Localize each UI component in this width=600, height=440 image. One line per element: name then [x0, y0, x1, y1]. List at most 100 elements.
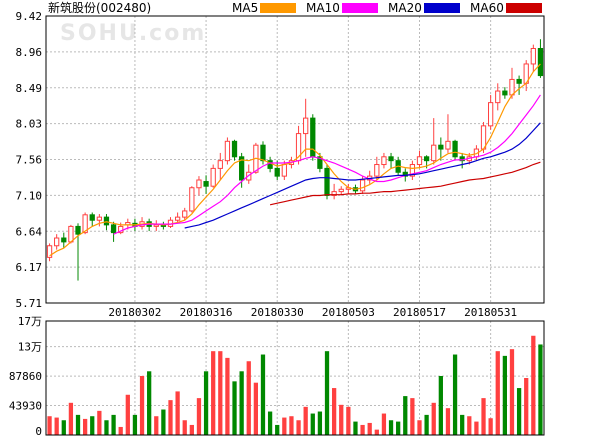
candle-body	[374, 164, 380, 177]
date-tick-label: 20180316	[180, 306, 233, 319]
volume-bar	[139, 375, 145, 435]
volume-bar	[445, 408, 451, 435]
volume-bar	[324, 351, 330, 435]
candle-body	[388, 156, 394, 162]
candle-body	[182, 210, 188, 218]
volume-bar	[310, 413, 315, 435]
legend-swatch-ma10	[342, 3, 378, 13]
legend-swatch-ma60	[506, 3, 542, 13]
volume-bar	[410, 398, 415, 435]
volume-bar	[374, 429, 379, 435]
date-tick-label: 20180330	[251, 306, 304, 319]
candle-body	[381, 156, 387, 166]
volume-bar	[296, 420, 301, 435]
volume-bar	[524, 378, 529, 435]
candle-body	[402, 171, 408, 177]
volume-bar	[218, 351, 223, 435]
volume-bar	[125, 394, 130, 435]
candle-body	[217, 160, 223, 169]
volume-tick-label: 13万	[18, 341, 42, 354]
volume-bar	[275, 424, 280, 435]
volume-bars	[47, 335, 543, 435]
candle-body	[231, 140, 238, 158]
volume-tick-label: 0	[35, 425, 42, 438]
date-tick-label: 20180517	[393, 306, 446, 319]
volume-bar	[47, 416, 52, 435]
candle-body	[82, 214, 88, 234]
candle-body	[46, 245, 53, 258]
candle-body	[359, 179, 366, 192]
volume-bar	[61, 420, 66, 435]
ma-line-ma20	[184, 122, 541, 229]
price-panel-frame	[45, 15, 545, 304]
chart-title: 新筑股份(002480)	[48, 0, 151, 15]
volume-bar	[211, 351, 216, 435]
date-x-axis: 20180302 20180316 20180330 20180503 20180517…	[108, 306, 517, 319]
volume-panel-frame	[45, 320, 545, 436]
volume-bar	[267, 411, 273, 435]
volume-bar	[232, 381, 237, 435]
moving-average-lines	[49, 63, 541, 257]
candle-body	[274, 167, 280, 177]
legend-swatch-ma5	[260, 3, 296, 13]
volume-bar	[467, 416, 472, 435]
volume-tick-label: 17万	[18, 315, 42, 328]
candle-body	[502, 90, 508, 96]
candle-body	[210, 167, 216, 187]
volume-bar	[396, 421, 401, 435]
volume-bar	[111, 414, 116, 435]
ma-line-ma60	[269, 161, 541, 206]
volume-bar	[118, 426, 123, 435]
candle-body	[196, 179, 202, 189]
date-tick-label: 20180531	[464, 306, 517, 319]
price-tick-label: 5.71	[16, 297, 43, 310]
volume-bar	[360, 424, 365, 435]
volume-bar	[75, 414, 81, 435]
volume-bar	[367, 422, 372, 435]
price-tick-label: 6.17	[16, 261, 43, 274]
candle-body	[431, 144, 437, 162]
volume-bar	[331, 388, 337, 435]
volume-bar	[388, 420, 394, 435]
volume-bar	[203, 371, 209, 435]
volume-tick-label: 43930	[9, 400, 42, 413]
price-y-axis: 9.42 8.96 8.49 8.03 7.56 7.10 6.64 6.17 5.71	[16, 10, 43, 310]
candle-body	[331, 191, 337, 196]
candle-body	[516, 78, 522, 84]
candle-body	[203, 181, 209, 187]
date-tick-label: 20180302	[108, 306, 161, 319]
volume-bar	[431, 402, 436, 435]
candle-body	[281, 164, 287, 177]
volume-y-axis: 17万 13万 87860 43930 0	[9, 315, 42, 438]
volume-bar	[90, 416, 95, 435]
ma-line-ma5	[49, 63, 541, 257]
candle-body	[239, 156, 245, 181]
volume-bar	[481, 398, 486, 435]
volume-bar	[175, 391, 180, 435]
volume-bar	[239, 371, 244, 435]
legend-label-ma5: MA5	[232, 1, 258, 15]
candle-body	[103, 216, 110, 226]
volume-bar	[381, 413, 387, 435]
volume-bar	[260, 354, 266, 435]
price-tick-label: 9.42	[16, 10, 43, 23]
volume-bar	[282, 417, 287, 435]
candle-body	[324, 167, 330, 196]
candle-body	[75, 225, 81, 235]
volume-bar	[538, 344, 543, 435]
volume-bar	[196, 398, 202, 435]
volume-bar	[317, 411, 323, 435]
volume-bar	[289, 416, 294, 435]
candle-body	[61, 237, 67, 243]
volume-bar	[225, 357, 230, 435]
volume-bar	[168, 400, 173, 435]
watermark: SOHU.com	[60, 21, 206, 46]
volume-bar	[509, 349, 515, 435]
price-tick-label: 7.10	[16, 189, 43, 202]
legend-swatch-ma20	[424, 3, 460, 13]
candle-body	[224, 140, 231, 162]
legend-label-ma20: MA20	[388, 1, 422, 15]
candle-body	[488, 102, 494, 127]
volume-bar	[516, 388, 522, 435]
